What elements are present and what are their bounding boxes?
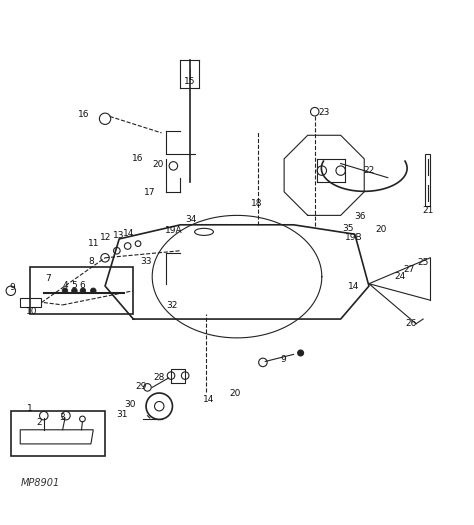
Text: 27: 27 [403, 265, 415, 274]
Text: 24: 24 [394, 272, 405, 281]
Text: 6: 6 [80, 281, 85, 290]
Text: 20: 20 [375, 225, 386, 234]
Text: 31: 31 [116, 410, 128, 419]
Text: 23: 23 [319, 108, 330, 117]
Text: 20: 20 [229, 389, 240, 398]
Text: 29: 29 [135, 382, 146, 391]
Text: 14: 14 [348, 281, 360, 290]
Text: 1: 1 [27, 404, 33, 413]
Circle shape [62, 288, 68, 293]
Text: MP8901: MP8901 [20, 478, 60, 488]
Text: 25: 25 [418, 258, 429, 267]
Text: 5: 5 [71, 281, 77, 290]
Text: 12: 12 [100, 234, 112, 243]
Text: 26: 26 [406, 319, 417, 328]
Circle shape [91, 288, 96, 293]
Text: 19A: 19A [164, 226, 182, 235]
Text: 14: 14 [203, 395, 214, 404]
Text: 8: 8 [88, 257, 94, 266]
Text: 4: 4 [62, 281, 68, 290]
Text: 17: 17 [144, 188, 155, 197]
Text: 18: 18 [251, 199, 263, 208]
Text: 11: 11 [88, 239, 99, 248]
Text: 9: 9 [280, 354, 286, 364]
Text: 32: 32 [166, 301, 178, 310]
Text: 22: 22 [363, 166, 374, 175]
Text: 16: 16 [132, 154, 144, 163]
Text: 35: 35 [342, 224, 354, 233]
Text: 15: 15 [184, 77, 196, 86]
Text: 16: 16 [78, 110, 90, 119]
Text: 34: 34 [185, 215, 197, 224]
Text: 30: 30 [124, 400, 135, 410]
Circle shape [298, 350, 303, 356]
Text: 14: 14 [123, 229, 134, 238]
Text: 28: 28 [154, 373, 165, 382]
Circle shape [72, 288, 77, 293]
Text: 9: 9 [9, 284, 15, 292]
Text: 13: 13 [112, 230, 124, 240]
Text: 3: 3 [60, 413, 65, 422]
Text: 19B: 19B [345, 233, 363, 242]
Text: 20: 20 [152, 160, 164, 169]
Text: 33: 33 [140, 257, 152, 266]
Text: 21: 21 [422, 206, 434, 215]
Circle shape [80, 288, 86, 293]
Text: 36: 36 [355, 212, 366, 221]
Text: 7: 7 [46, 274, 51, 282]
Text: 2: 2 [36, 418, 42, 427]
Text: 10: 10 [26, 308, 38, 317]
